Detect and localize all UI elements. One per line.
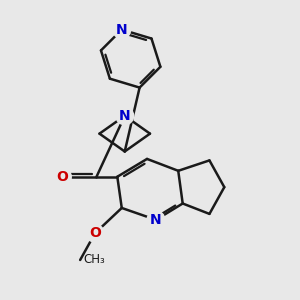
Text: N: N	[150, 213, 162, 227]
Text: CH₃: CH₃	[83, 254, 105, 266]
Circle shape	[113, 21, 131, 38]
Circle shape	[86, 224, 104, 242]
Text: N: N	[119, 109, 130, 123]
Circle shape	[147, 211, 165, 229]
Circle shape	[53, 168, 71, 186]
Circle shape	[116, 107, 134, 125]
Text: O: O	[56, 170, 68, 184]
Text: O: O	[89, 226, 101, 240]
Text: N: N	[116, 22, 128, 37]
